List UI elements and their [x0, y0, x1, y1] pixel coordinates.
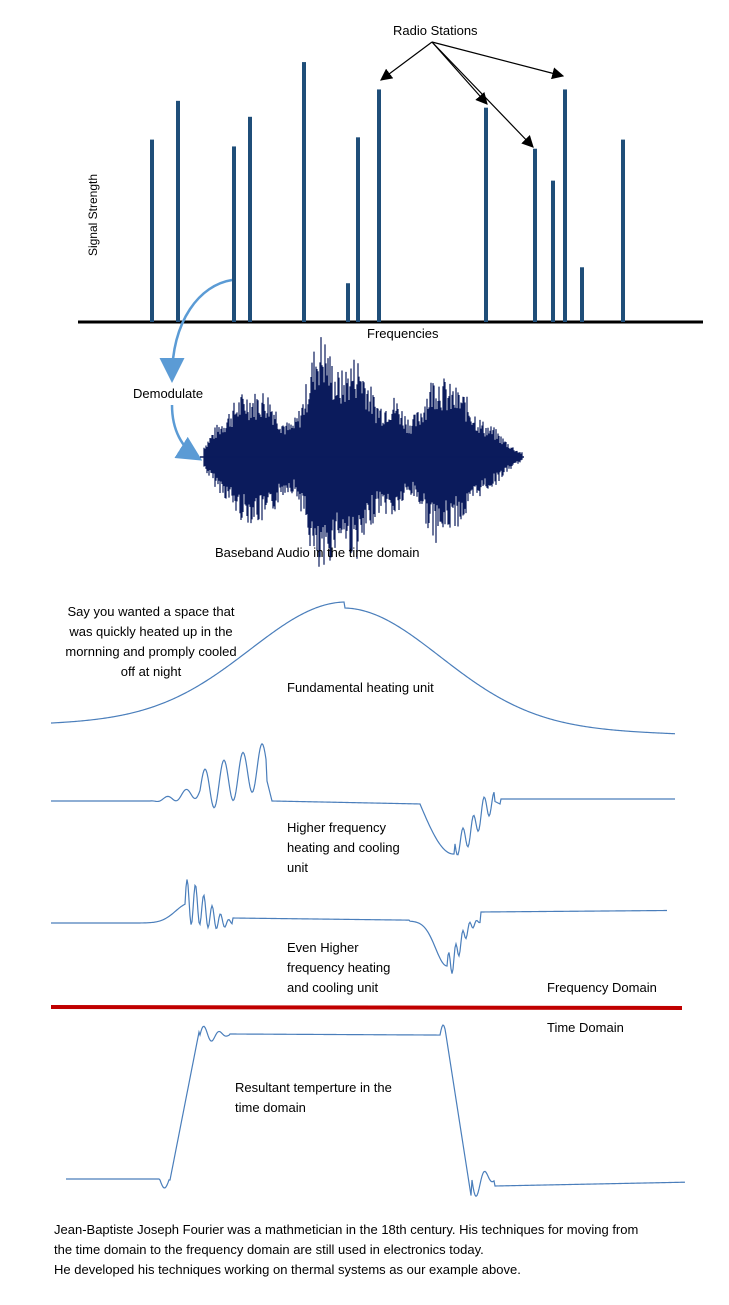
arrow-station-3 [431, 41, 534, 148]
resultant-temperature-curve [66, 1024, 686, 1198]
footer-text: Jean-Baptiste Joseph Fourier was a mathm… [54, 1220, 638, 1280]
station-bar [533, 148, 537, 322]
arrow-station-1 [380, 41, 433, 81]
fundamental-curve [50, 601, 676, 735]
station-bar [176, 100, 180, 322]
station-bar [484, 107, 488, 323]
time-domain-label: Time Domain [547, 1020, 624, 1035]
baseband-audio-waveform [200, 337, 524, 567]
signal-strength-axis-label: Signal Strength [86, 173, 100, 257]
station-bar [248, 116, 252, 322]
station-bar [580, 267, 584, 322]
baseband-audio-label: Baseband Audio in the time domain [215, 545, 420, 560]
even-higher-frequency-curve [51, 879, 668, 974]
station-bar [563, 89, 567, 322]
demodulate-label: Demodulate [133, 386, 204, 401]
fundamental-label: Fundamental heating unit [287, 680, 434, 695]
frequency-domain-label: Frequency Domain [547, 980, 657, 995]
footer-line-2: the time domain to the frequency domain … [54, 1242, 484, 1257]
station-bar [302, 62, 306, 322]
station-bar [551, 180, 555, 322]
station-bar [356, 137, 360, 322]
arrow-station-4 [431, 41, 565, 80]
domain-divider-line [50, 1005, 683, 1010]
station-bar [621, 139, 625, 322]
radio-station-arrows [380, 41, 565, 148]
demodulate-arrow-bottom [170, 404, 203, 461]
intro-text: Say you wanted a space that was quickly … [65, 604, 237, 679]
footer-line-3: He developed his techniques working on t… [54, 1262, 521, 1277]
station-bar [232, 146, 236, 322]
waveform-trace [203, 337, 523, 567]
even-higher-frequency-label: Even Higher frequency heating and coolin… [287, 940, 391, 995]
frequencies-axis-label: Frequencies [367, 326, 439, 341]
higher-frequency-label: Higher frequency heating and cooling uni… [287, 820, 400, 875]
higher-frequency-curve [51, 742, 675, 856]
radio-stations-label: Radio Stations [393, 23, 478, 38]
demodulate-arrow-top [159, 278, 233, 383]
footer-line-1: Jean-Baptiste Joseph Fourier was a mathm… [54, 1222, 639, 1237]
station-bar [150, 139, 154, 322]
spectrum-bars [150, 62, 625, 323]
station-bar [346, 283, 350, 322]
resultant-temperature-label: Resultant temperture in the time domain [235, 1080, 392, 1115]
station-bar [377, 89, 381, 322]
